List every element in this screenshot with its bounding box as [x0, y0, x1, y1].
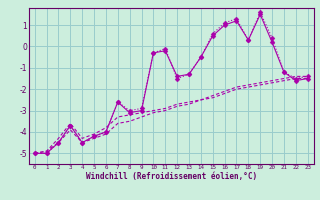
X-axis label: Windchill (Refroidissement éolien,°C): Windchill (Refroidissement éolien,°C)	[86, 172, 257, 181]
